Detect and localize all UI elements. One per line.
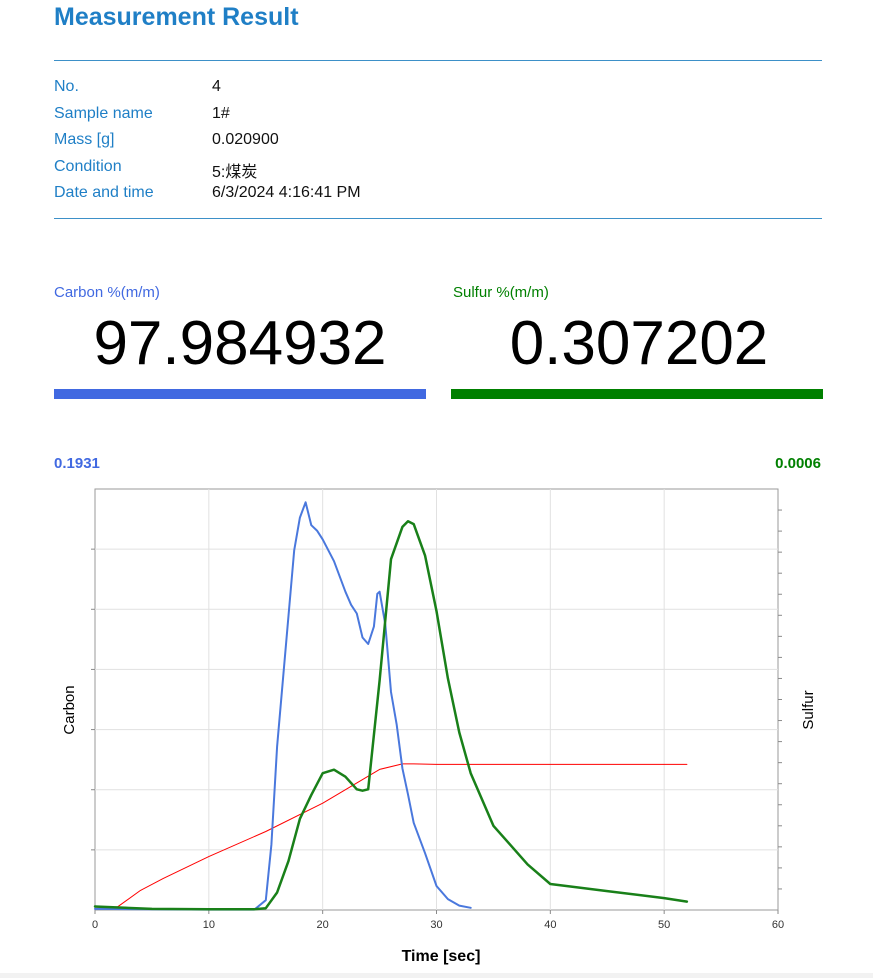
- info-label-mass: Mass [g]: [54, 131, 115, 148]
- header-divider: [54, 60, 822, 61]
- sulfur-result-bar: [451, 389, 823, 399]
- carbon-result-label: Carbon %(m/m): [54, 284, 160, 301]
- x-tick-label: 30: [430, 919, 442, 931]
- info-value-mass: 0.020900: [212, 131, 279, 148]
- info-value-no: 4: [212, 78, 221, 95]
- carbon-result-bar: [54, 389, 426, 399]
- carbon-result-value: 97.984932: [93, 309, 387, 378]
- y-axis-label-right: Sulfur: [800, 690, 817, 729]
- sulfur-series-line: [93, 520, 689, 911]
- x-tick-label: 20: [317, 919, 329, 931]
- info-value-condition: 5:煤炭: [212, 164, 258, 181]
- info-divider: [54, 218, 822, 219]
- y-axis-label-left: Carbon: [61, 685, 78, 734]
- info-label-sample-name: Sample name: [54, 105, 153, 122]
- info-label-no: No.: [54, 78, 79, 95]
- bottom-strip: [0, 973, 873, 978]
- sulfur-scale-max: 0.0006: [775, 455, 821, 472]
- integral-series-line: [94, 763, 688, 909]
- carbon-scale-max: 0.1931: [54, 455, 100, 472]
- sulfur-result-value: 0.307202: [509, 309, 769, 378]
- sulfur-result-label: Sulfur %(m/m): [453, 284, 549, 301]
- info-label-condition: Condition: [54, 158, 122, 175]
- x-tick-label: 50: [658, 919, 670, 931]
- info-label-date-time: Date and time: [54, 184, 154, 201]
- info-value-sample-name: 1#: [212, 105, 230, 122]
- x-axis-label: Time [sec]: [402, 948, 481, 965]
- x-tick-label: 60: [772, 919, 784, 931]
- info-value-date-time: 6/3/2024 4:16:41 PM: [212, 184, 361, 201]
- x-tick-label: 0: [92, 919, 98, 931]
- x-tick-label: 40: [544, 919, 556, 931]
- carbon-series-line: [94, 501, 472, 911]
- x-tick-label: 10: [203, 919, 215, 931]
- chart: 0 10 20 30 40 50 60 Time [sec] Carbon Sulfur: [61, 488, 817, 965]
- page-title: Measurement Result: [54, 3, 299, 31]
